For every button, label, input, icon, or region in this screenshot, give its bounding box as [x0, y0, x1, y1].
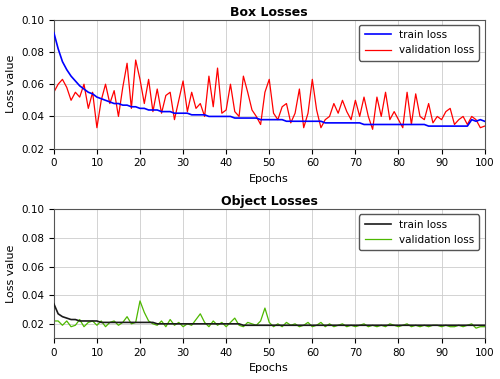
train loss	[314, 323, 320, 327]
Title: Object Losses: Object Losses	[221, 195, 318, 208]
train loss	[51, 302, 57, 306]
train loss	[374, 122, 380, 127]
Line: validation loss: validation loss	[54, 60, 484, 129]
validation loss	[482, 124, 488, 128]
train loss	[378, 323, 384, 327]
Y-axis label: Loss value: Loss value	[6, 244, 16, 303]
validation loss	[378, 323, 384, 327]
validation loss	[51, 90, 57, 94]
validation loss	[81, 324, 87, 329]
validation loss	[132, 58, 138, 62]
train loss	[482, 119, 488, 124]
X-axis label: Epochs: Epochs	[250, 174, 289, 184]
Line: train loss: train loss	[54, 33, 484, 126]
validation loss	[314, 108, 320, 112]
validation loss	[356, 114, 362, 119]
Y-axis label: Loss value: Loss value	[6, 55, 16, 113]
validation loss	[314, 323, 320, 327]
train loss	[310, 119, 316, 124]
train loss	[352, 121, 358, 125]
validation loss	[482, 324, 488, 329]
validation loss	[163, 93, 169, 98]
train loss	[254, 323, 260, 327]
train loss	[81, 87, 87, 91]
train loss	[81, 319, 87, 323]
validation loss	[473, 326, 479, 330]
Line: validation loss: validation loss	[54, 301, 484, 328]
validation loss	[254, 323, 260, 327]
train loss	[158, 321, 164, 326]
validation loss	[356, 323, 362, 327]
validation loss	[81, 82, 87, 86]
train loss	[158, 109, 164, 114]
Title: Box Losses: Box Losses	[230, 6, 308, 19]
train loss	[356, 323, 362, 327]
validation loss	[51, 319, 57, 323]
Legend: train loss, validation loss: train loss, validation loss	[360, 215, 480, 250]
train loss	[240, 323, 246, 327]
validation loss	[370, 127, 376, 132]
train loss	[249, 116, 255, 120]
train loss	[426, 124, 432, 128]
validation loss	[382, 90, 388, 94]
Line: train loss: train loss	[54, 304, 484, 325]
train loss	[51, 30, 57, 35]
train loss	[482, 323, 488, 327]
X-axis label: Epochs: Epochs	[250, 363, 289, 373]
validation loss	[163, 324, 169, 329]
Legend: train loss, validation loss: train loss, validation loss	[360, 25, 480, 61]
validation loss	[137, 299, 143, 303]
validation loss	[254, 114, 260, 119]
